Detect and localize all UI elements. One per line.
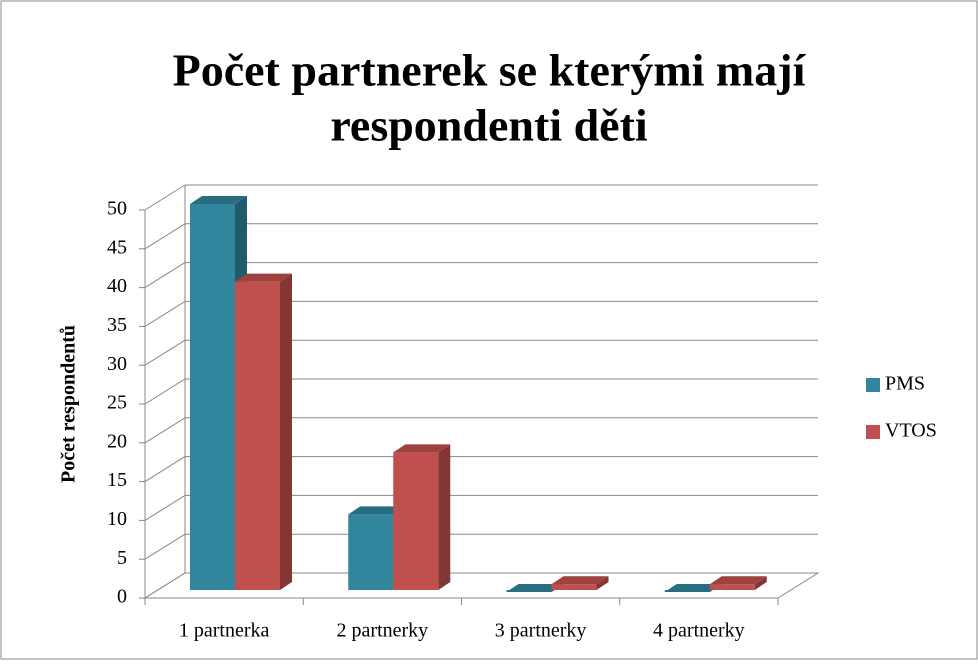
- bar-front: [190, 204, 235, 590]
- y-tick-label: 5: [117, 547, 127, 569]
- grid-line: [144, 184, 186, 211]
- bar-top: [709, 576, 767, 585]
- y-tick-label: 40: [107, 275, 127, 297]
- legend-label: PMS: [885, 373, 925, 395]
- grid-line: [144, 223, 186, 250]
- bar-side: [754, 576, 767, 590]
- y-tick-label: 45: [107, 236, 127, 258]
- x-tick-label: 1 partnerka: [179, 620, 270, 642]
- bar-side: [280, 273, 292, 590]
- y-tick-label: 10: [107, 508, 127, 530]
- y-tick-label: 20: [107, 430, 127, 452]
- grid-line: [144, 262, 186, 289]
- x-tick-label: 4 partnerky: [653, 620, 745, 642]
- grid-line: [144, 300, 186, 327]
- legend-label: VTOS: [885, 420, 937, 442]
- bar-front: [348, 514, 394, 590]
- bar-top: [393, 444, 451, 453]
- y-tick-label: 30: [107, 353, 127, 375]
- bar-top: [190, 196, 247, 204]
- x-tick-label: 3 partnerky: [495, 620, 587, 642]
- bar-front: [551, 584, 597, 590]
- chart-title: Počet partnerek se kterými mají: [173, 45, 807, 96]
- bar-top: [551, 576, 609, 585]
- bar: [551, 576, 609, 590]
- bar-front: [235, 281, 280, 590]
- bar-side: [438, 444, 451, 590]
- y-tick-label: 35: [107, 314, 127, 336]
- grid-line: [144, 417, 186, 444]
- bar-top: [235, 273, 292, 282]
- bar-top: [664, 584, 722, 592]
- grid-line: [144, 378, 186, 405]
- bar: [393, 444, 451, 590]
- grid-line: [144, 456, 186, 483]
- y-tick-label: 0: [117, 586, 127, 608]
- bar-top: [348, 506, 406, 515]
- y-axis-label: Počet respondentů: [58, 325, 80, 483]
- grid-line: [144, 533, 186, 560]
- y-tick-label: 15: [107, 469, 127, 491]
- bar: [709, 576, 767, 590]
- legend-swatch: [866, 378, 880, 392]
- grid-line: [144, 339, 186, 366]
- legend-swatch: [866, 425, 880, 439]
- bar: [235, 273, 292, 590]
- bar-side: [596, 576, 609, 590]
- grid-line: [144, 494, 186, 521]
- bar-front: [393, 452, 439, 590]
- y-tick-label: 50: [107, 198, 127, 220]
- y-tick-label: 25: [107, 392, 127, 414]
- x-tick-label: 2 partnerky: [337, 620, 429, 642]
- grid-line: [144, 572, 186, 599]
- bar-front: [709, 584, 755, 590]
- bar-top: [506, 584, 564, 592]
- chart-title: respondenti děti: [330, 100, 648, 151]
